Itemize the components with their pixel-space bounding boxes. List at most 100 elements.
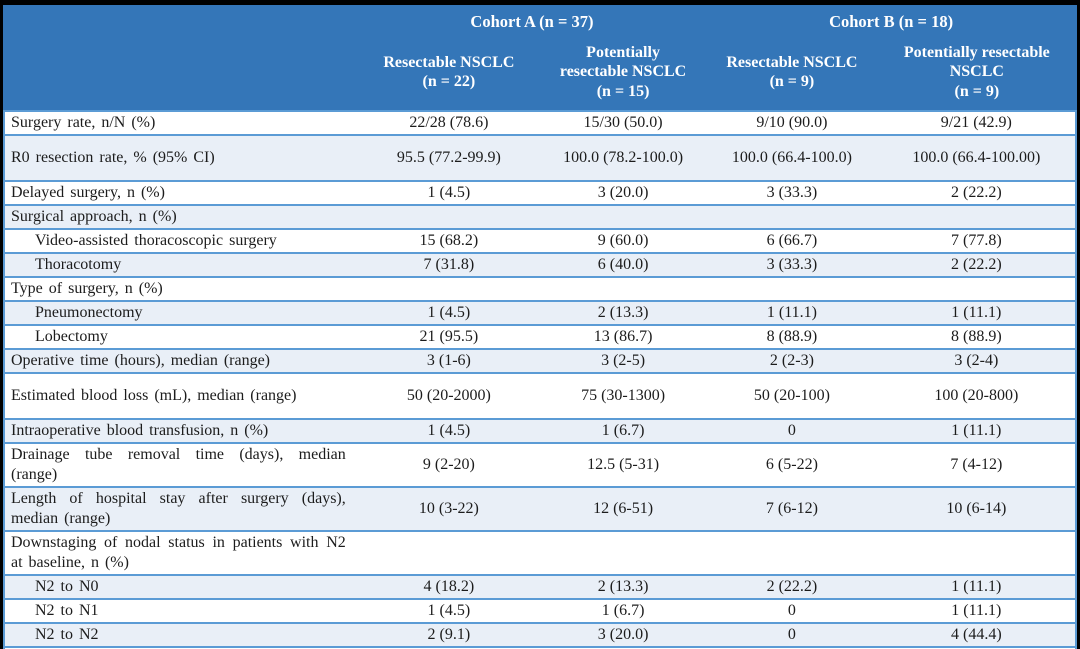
cell-value: 100.0 (66.4-100.00) [877, 134, 1076, 183]
cell-value: 7 (31.8) [357, 252, 540, 279]
cell-value: 2 (13.3) [539, 300, 707, 327]
cell-value [877, 530, 1076, 577]
cell-value: 6 (66.7) [706, 228, 878, 255]
table-row: N2 to N2 2 (9.1) 3 (20.0) 0 4 (44.4) [4, 622, 1076, 649]
table-row: N2 to N1 1 (4.5) 1 (6.7) 0 1 (11.1) [4, 598, 1076, 625]
column-header-line: Potentially [586, 43, 660, 61]
row-label: Intraoperative blood transfusion, n (%) [4, 418, 358, 445]
cell-value: 13 (86.7) [539, 324, 707, 351]
row-label: R0 resection rate, % (95% CI) [4, 134, 358, 183]
cell-value: 12.5 (5-31) [539, 442, 707, 489]
row-label: N2 to N2 [4, 622, 358, 649]
cell-value: 75 (30-1300) [539, 372, 707, 421]
table-row: Estimated blood loss (mL), median (range… [4, 372, 1076, 421]
table-row: Drainage tube removal time (days), media… [4, 442, 1076, 489]
cohort-a-header: Cohort A (n = 37) [356, 5, 708, 37]
cell-value [877, 276, 1076, 303]
table-row: Operative time (hours), median (range) 3 … [4, 348, 1076, 375]
cell-value: 1 (4.5) [357, 300, 540, 327]
cell-value: 7 (6-12) [706, 486, 878, 533]
cell-value: 6 (5-22) [706, 442, 878, 489]
cell-value: 12 (6-51) [539, 486, 707, 533]
cell-value: 21 (95.5) [357, 324, 540, 351]
table-row: R0 resection rate, % (95% CI) 95.5 (77.2-… [4, 134, 1076, 183]
table-row: Length of hospital stay after surgery (d… [4, 486, 1076, 533]
cell-value: 2 (13.3) [539, 574, 707, 601]
cell-value [877, 204, 1076, 231]
cell-value: 10 (6-14) [877, 486, 1076, 533]
table-row: Lobectomy 21 (95.5) 13 (86.7) 8 (88.9) 8 (88… [4, 324, 1076, 351]
cell-value [539, 276, 707, 303]
cell-value: 50 (20-2000) [357, 372, 540, 421]
cell-value: 2 (9.1) [357, 622, 540, 649]
row-label: Surgery rate, n/N (%) [4, 110, 358, 137]
cohort-b-header: Cohort B (n = 18) [705, 5, 1077, 37]
row-label: Drainage tube removal time (days), media… [4, 442, 358, 489]
cell-value: 9/10 (90.0) [706, 110, 878, 137]
cell-value: 1 (4.5) [357, 646, 540, 649]
cell-value [357, 276, 540, 303]
cell-value: 8 (88.9) [877, 324, 1076, 351]
row-label: Pneumonectomy [4, 300, 358, 327]
cell-value: 1 (11.1) [706, 300, 878, 327]
cell-value: 3 (33.3) [706, 252, 878, 279]
cell-value: 0 [706, 622, 878, 649]
row-label: Downstaging of nodal status in patients … [4, 530, 358, 577]
cell-value: 1 (6.7) [539, 598, 707, 625]
column-header-4: Potentially resectable NSCLC (n = 9) [876, 34, 1078, 113]
table-row: Pneumonectomy 1 (4.5) 2 (13.3) 1 (11.1) 1 (1… [4, 300, 1076, 327]
cell-value [706, 204, 878, 231]
cell-value [539, 204, 707, 231]
row-label: Surgical complications, n (%) [4, 646, 358, 649]
column-header-line: (n = 9) [954, 82, 1000, 100]
cell-value: 2 (22.2) [706, 574, 878, 601]
column-header-line: Resectable NSCLC [383, 53, 515, 71]
column-header-1: Resectable NSCLC (n = 22) [356, 34, 541, 113]
cell-value: 1 (4.5) [357, 418, 540, 445]
cell-value: 0 [706, 598, 878, 625]
cell-value [357, 204, 540, 231]
cell-value: 100.0 (66.4-100.0) [706, 134, 878, 183]
cell-value: 100.0 (78.2-100.0) [539, 134, 707, 183]
column-header-line: (n = 15) [596, 82, 650, 100]
cell-value: 1 (11.1) [877, 598, 1076, 625]
cell-value [706, 530, 878, 577]
table-row: Thoracotomy 7 (31.8) 6 (40.0) 3 (33.3) 2 (22… [4, 252, 1076, 279]
row-label: Surgical approach, n (%) [4, 204, 358, 231]
cell-value: 0 [706, 646, 878, 649]
cell-value: 7 (4-12) [877, 442, 1076, 489]
cell-value: 8 (88.9) [706, 324, 878, 351]
cell-value: 95.5 (77.2-99.9) [357, 134, 540, 183]
column-header-2: Potentially resectable NSCLC (n = 15) [538, 34, 708, 113]
row-label: Estimated blood loss (mL), median (range… [4, 372, 358, 421]
cell-value: 1 (11.1) [877, 418, 1076, 445]
table-row: N2 to N0 4 (18.2) 2 (13.3) 2 (22.2) 1 (11.1) [4, 574, 1076, 601]
cell-value: 3 (2-4) [877, 348, 1076, 375]
row-label: N2 to N0 [4, 574, 358, 601]
column-header-line: NSCLC [949, 63, 1004, 81]
cell-value: 15/30 (50.0) [539, 110, 707, 137]
section-row: Surgical approach, n (%) [4, 204, 1076, 231]
cell-value: 3 (20.0) [539, 180, 707, 207]
cell-value: 6 (40.0) [539, 252, 707, 279]
row-label: Lobectomy [4, 324, 358, 351]
cell-value: 9 (60.0) [539, 228, 707, 255]
corner-cell [3, 5, 359, 37]
column-header-line: resectable NSCLC [559, 63, 687, 81]
row-label: N2 to N1 [4, 598, 358, 625]
column-header-row: Resectable NSCLC (n = 22) Potentially resec… [3, 34, 1078, 113]
cell-value: 1 (6.7) [539, 418, 707, 445]
table-row: Delayed surgery, n (%) 1 (4.5) 3 (20.0) 3 (… [4, 180, 1076, 207]
cell-value: 1 (4.5) [357, 598, 540, 625]
cell-value: 1 (11.1) [877, 574, 1076, 601]
cell-value: 0 [706, 418, 878, 445]
cell-value: 2 (2-3) [706, 348, 878, 375]
cell-value: 7 (77.8) [877, 228, 1076, 255]
column-header-line: (n = 9) [769, 73, 815, 91]
cell-value: 2 (22.2) [877, 252, 1076, 279]
cell-value: 1 (4.5) [357, 180, 540, 207]
row-label: Operative time (hours), median (range) [4, 348, 358, 375]
section-row: Downstaging of nodal status in patients … [4, 530, 1076, 577]
table-row: Intraoperative blood transfusion, n (%) 1… [4, 418, 1076, 445]
